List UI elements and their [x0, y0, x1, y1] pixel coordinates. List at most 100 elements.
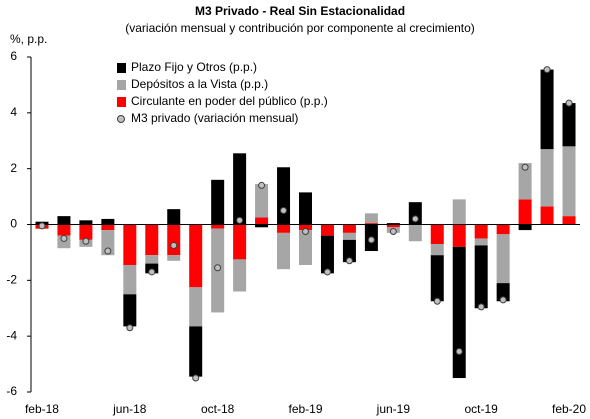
- bar-segment: [518, 224, 532, 231]
- bar-segment: [386, 224, 400, 228]
- bar-segment: [540, 206, 554, 225]
- bar-segment: [540, 149, 554, 207]
- m3-dot: [521, 163, 529, 171]
- legend-marker: [117, 63, 126, 73]
- bar-segment: [342, 232, 356, 240]
- m3-dot: [455, 348, 463, 356]
- m3-dot: [104, 247, 112, 255]
- bar-segment: [233, 224, 247, 260]
- y-tick-label: 0: [10, 217, 17, 231]
- bar-segment: [342, 239, 356, 263]
- bar-segment: [474, 238, 488, 246]
- m3-dot: [60, 234, 68, 242]
- bar-segment: [474, 245, 488, 309]
- bar-segment: [167, 224, 181, 256]
- chart-title: M3 Privado - Real Sin Estacionalidad: [195, 4, 405, 18]
- y-tick-label: 2: [10, 161, 17, 175]
- m3-dot: [236, 216, 244, 224]
- legend-marker: [117, 80, 126, 90]
- m3-dot: [280, 207, 288, 215]
- m3-dot: [38, 222, 46, 230]
- bar-segment: [123, 294, 137, 327]
- bar-segment: [320, 235, 334, 274]
- bar-segment: [255, 184, 269, 218]
- bar-segment: [540, 69, 554, 150]
- m3-dot: [433, 297, 441, 305]
- bar-segment: [299, 224, 312, 231]
- m3-dot: [477, 303, 485, 311]
- bar-segment: [518, 163, 532, 200]
- bar-segment: [364, 213, 378, 224]
- m3-dot: [565, 99, 573, 107]
- m3-dot: [389, 227, 397, 235]
- x-tick-label: oct-18: [201, 402, 235, 416]
- bar-segment: [496, 224, 510, 235]
- x-tick-label: oct-19: [465, 402, 499, 416]
- m3-dot: [543, 66, 551, 74]
- bar-segment: [233, 153, 247, 225]
- bar-segment: [562, 216, 576, 225]
- bar-segment: [474, 224, 488, 239]
- y-tick-label: 6: [10, 49, 17, 63]
- bar-segment: [342, 224, 356, 233]
- bar-segment: [299, 230, 312, 265]
- y-tick-label: -2: [6, 273, 17, 287]
- legend-label: M3 privado (variación mensual): [131, 111, 298, 125]
- bar-segment: [57, 224, 71, 236]
- legend-marker: [117, 97, 126, 107]
- bar-segment: [211, 179, 225, 225]
- bar-segment: [496, 234, 510, 284]
- m3-dot: [126, 324, 134, 332]
- bar-segment: [123, 224, 137, 265]
- bar-segment: [518, 199, 532, 225]
- x-tick-label: jun-18: [112, 402, 147, 416]
- bar-segment: [430, 224, 444, 245]
- bar-segment: [562, 146, 576, 217]
- m3-dot: [345, 257, 353, 265]
- legend-label: Circulante en poder del público (p.p.): [131, 94, 328, 108]
- m3-dot: [499, 296, 507, 304]
- bar-segment: [255, 224, 269, 228]
- y-tick-label: -4: [6, 328, 17, 342]
- bar-segment: [167, 255, 181, 261]
- bar-segment: [233, 259, 247, 292]
- bar-segment: [320, 224, 334, 236]
- bar-segment: [496, 283, 510, 302]
- bar-segment: [277, 224, 291, 233]
- bar-segment: [145, 255, 159, 264]
- bar-segment: [452, 246, 466, 379]
- bar-segment: [364, 223, 378, 225]
- bar-segment: [277, 232, 291, 270]
- bar-segment: [277, 167, 291, 225]
- bar-segment: [101, 230, 115, 256]
- bar-segment: [189, 224, 203, 288]
- x-tick-label: feb-19: [288, 402, 322, 416]
- bar-segment: [211, 224, 225, 229]
- bar-segment: [167, 209, 181, 225]
- x-tick-label: feb-18: [25, 402, 59, 416]
- bar-segment: [452, 199, 466, 225]
- m3-dot: [82, 237, 90, 245]
- bar-segment: [79, 224, 93, 240]
- x-tick-label: feb-20: [552, 402, 586, 416]
- legend-label: Depósitos a la Vista (p.p.): [131, 77, 268, 91]
- bar-segment: [101, 218, 115, 225]
- bar-segment: [57, 216, 71, 225]
- m3-dot: [148, 268, 156, 276]
- bar-segment: [430, 244, 444, 256]
- m3-dot: [302, 227, 309, 235]
- bar-segment: [255, 217, 269, 225]
- m3-dot: [367, 236, 375, 244]
- y-axis-label: %, p.p.: [10, 32, 47, 46]
- bar-segment: [123, 264, 137, 295]
- y-tick-label: -6: [6, 384, 17, 398]
- bar-segment: [189, 287, 203, 327]
- bar-segment: [562, 103, 576, 147]
- m3-dot: [323, 268, 331, 276]
- m3-dot: [170, 241, 178, 249]
- bar-segment: [145, 224, 159, 256]
- legend-marker: [117, 115, 125, 123]
- m3-dot: [258, 181, 266, 189]
